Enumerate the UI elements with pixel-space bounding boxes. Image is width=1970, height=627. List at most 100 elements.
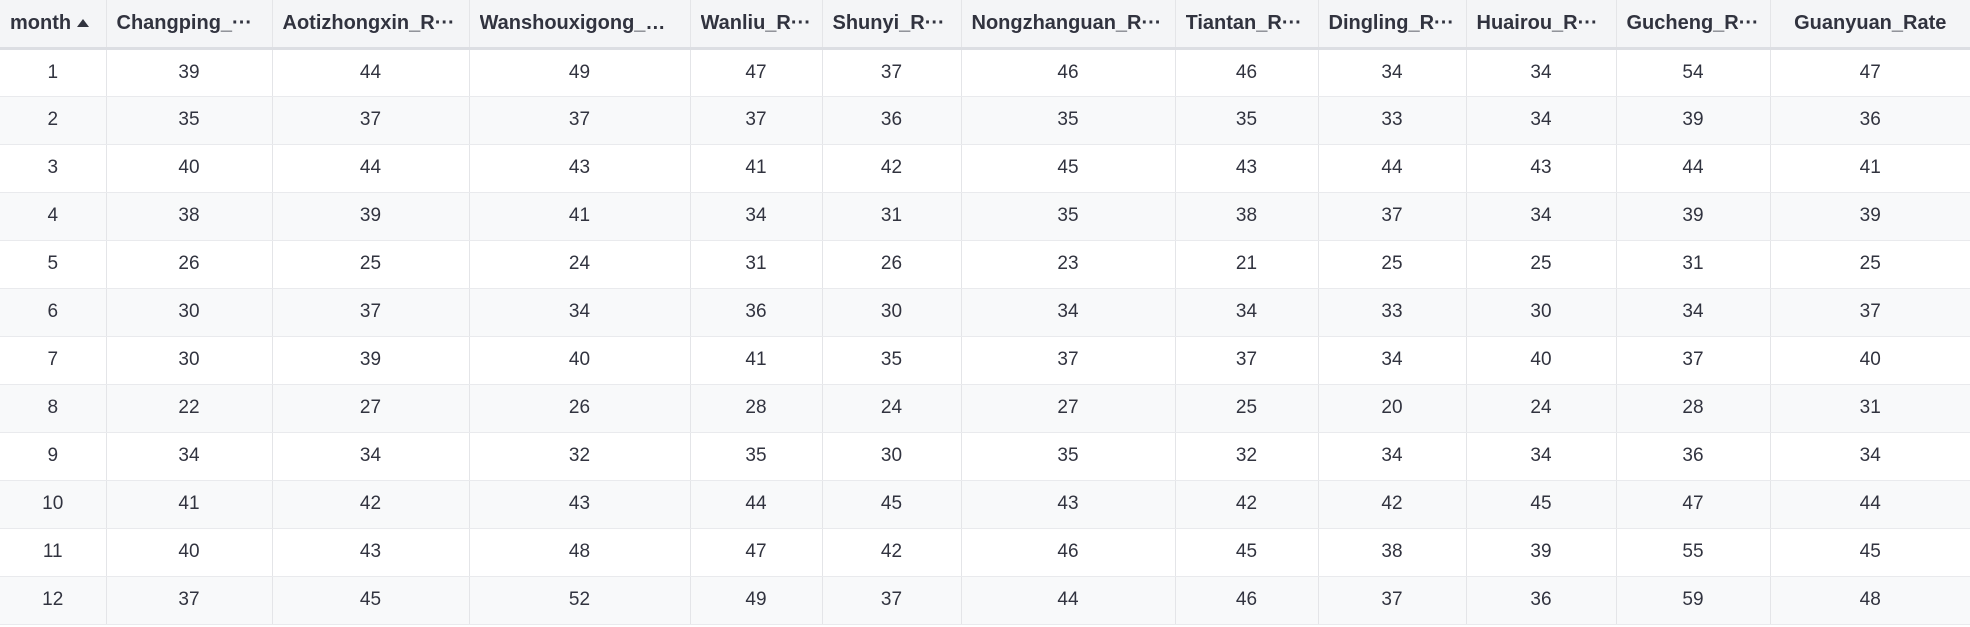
table-row[interactable]: 12 37 45 52 49 37 44 46 37 36 59 48 — [0, 576, 1970, 625]
table-cell[interactable]: 38 — [106, 192, 273, 241]
table-cell[interactable]: 41 — [690, 144, 823, 193]
table-cell[interactable]: 25 — [1770, 240, 1970, 289]
table-cell[interactable]: 46 — [961, 48, 1176, 97]
column-header-10[interactable]: Gucheng_R··· — [1616, 0, 1771, 50]
table-cell[interactable]: 48 — [1770, 576, 1970, 625]
table-cell[interactable]: 37 — [1318, 576, 1467, 625]
column-header-9[interactable]: Huairou_R··· — [1466, 0, 1617, 50]
table-cell[interactable]: 34 — [1318, 336, 1467, 385]
table-cell[interactable]: 34 — [1770, 432, 1970, 481]
table-cell[interactable]: 4 — [0, 192, 107, 241]
table-cell[interactable]: 43 — [1175, 144, 1319, 193]
table-cell[interactable]: 30 — [106, 288, 273, 337]
table-cell[interactable]: 54 — [1616, 48, 1771, 97]
table-cell[interactable]: 37 — [822, 576, 962, 625]
table-row[interactable]: 3 40 44 43 41 42 45 43 44 43 44 41 — [0, 144, 1970, 193]
table-cell[interactable]: 34 — [1616, 288, 1771, 337]
table-cell[interactable]: 44 — [272, 48, 470, 97]
column-header-7[interactable]: Tiantan_R··· — [1175, 0, 1319, 50]
table-cell[interactable]: 34 — [1466, 432, 1617, 481]
table-cell[interactable]: 34 — [1175, 288, 1319, 337]
table-cell[interactable]: 43 — [1466, 144, 1617, 193]
table-row[interactable]: 6 30 37 34 36 30 34 34 33 30 34 37 — [0, 288, 1970, 337]
table-cell[interactable]: 34 — [1466, 48, 1617, 97]
table-cell[interactable]: 40 — [106, 528, 273, 577]
table-cell[interactable]: 31 — [1616, 240, 1771, 289]
table-cell[interactable]: 45 — [822, 480, 962, 529]
table-cell[interactable]: 42 — [1318, 480, 1467, 529]
table-cell[interactable]: 44 — [1616, 144, 1771, 193]
column-header-month[interactable]: month — [0, 0, 107, 50]
table-cell[interactable]: 37 — [1616, 336, 1771, 385]
table-cell[interactable]: 44 — [690, 480, 823, 529]
table-cell[interactable]: 34 — [1318, 48, 1467, 97]
table-cell[interactable]: 37 — [1318, 192, 1467, 241]
table-cell[interactable]: 25 — [1318, 240, 1467, 289]
table-row[interactable]: 5 26 25 24 31 26 23 21 25 25 31 25 — [0, 240, 1970, 289]
table-cell[interactable]: 26 — [106, 240, 273, 289]
table-cell[interactable]: 6 — [0, 288, 107, 337]
table-cell[interactable]: 39 — [106, 48, 273, 97]
table-cell[interactable]: 11 — [0, 528, 107, 577]
table-cell[interactable]: 35 — [961, 432, 1176, 481]
table-cell[interactable]: 44 — [1318, 144, 1467, 193]
table-cell[interactable]: 37 — [690, 96, 823, 145]
table-cell[interactable]: 44 — [1770, 480, 1970, 529]
table-row[interactable]: 10 41 42 43 44 45 43 42 42 45 47 44 — [0, 480, 1970, 529]
table-row[interactable]: 7 30 39 40 41 35 37 37 34 40 37 40 — [0, 336, 1970, 385]
table-cell[interactable]: 20 — [1318, 384, 1467, 433]
table-cell[interactable]: 34 — [106, 432, 273, 481]
table-row[interactable]: 1 39 44 49 47 37 46 46 34 34 54 47 — [0, 48, 1970, 97]
table-cell[interactable]: 37 — [822, 48, 962, 97]
table-cell[interactable]: 27 — [961, 384, 1176, 433]
table-cell[interactable]: 59 — [1616, 576, 1771, 625]
table-cell[interactable]: 36 — [822, 96, 962, 145]
table-cell[interactable]: 44 — [961, 576, 1176, 625]
table-cell[interactable]: 47 — [1770, 48, 1970, 97]
table-cell[interactable]: 7 — [0, 336, 107, 385]
sort-ascending-icon[interactable] — [77, 19, 90, 28]
table-cell[interactable]: 42 — [1175, 480, 1319, 529]
table-cell[interactable]: 39 — [1770, 192, 1970, 241]
table-cell[interactable]: 25 — [1175, 384, 1319, 433]
table-cell[interactable]: 42 — [822, 528, 962, 577]
table-cell[interactable]: 34 — [690, 192, 823, 241]
table-cell[interactable]: 45 — [1175, 528, 1319, 577]
table-cell[interactable]: 28 — [1616, 384, 1771, 433]
table-cell[interactable]: 45 — [961, 144, 1176, 193]
table-cell[interactable]: 5 — [0, 240, 107, 289]
table-cell[interactable]: 44 — [272, 144, 470, 193]
table-cell[interactable]: 40 — [1466, 336, 1617, 385]
table-cell[interactable]: 36 — [1770, 96, 1970, 145]
table-cell[interactable]: 36 — [1616, 432, 1771, 481]
table-cell[interactable]: 12 — [0, 576, 107, 625]
table-cell[interactable]: 49 — [690, 576, 823, 625]
table-cell[interactable]: 9 — [0, 432, 107, 481]
table-cell[interactable]: 42 — [822, 144, 962, 193]
table-cell[interactable]: 52 — [469, 576, 691, 625]
table-cell[interactable]: 40 — [469, 336, 691, 385]
table-cell[interactable]: 43 — [469, 144, 691, 193]
table-cell[interactable]: 39 — [272, 336, 470, 385]
table-cell[interactable]: 33 — [1318, 288, 1467, 337]
table-row[interactable]: 2 35 37 37 37 36 35 35 33 34 39 36 — [0, 96, 1970, 145]
table-cell[interactable]: 41 — [1770, 144, 1970, 193]
table-cell[interactable]: 25 — [272, 240, 470, 289]
column-header-3[interactable]: Wanshouxigong_R··· — [469, 0, 691, 50]
table-row[interactable]: 8 22 27 26 28 24 27 25 20 24 28 31 — [0, 384, 1970, 433]
table-cell[interactable]: 40 — [1770, 336, 1970, 385]
table-cell[interactable]: 37 — [961, 336, 1176, 385]
table-cell[interactable]: 49 — [469, 48, 691, 97]
table-cell[interactable]: 10 — [0, 480, 107, 529]
column-header-6[interactable]: Nongzhanguan_R··· — [961, 0, 1176, 50]
table-cell[interactable]: 46 — [1175, 576, 1319, 625]
table-cell[interactable]: 34 — [1466, 96, 1617, 145]
table-cell[interactable]: 23 — [961, 240, 1176, 289]
table-cell[interactable]: 46 — [1175, 48, 1319, 97]
table-cell[interactable]: 39 — [1466, 528, 1617, 577]
table-cell[interactable]: 24 — [822, 384, 962, 433]
table-cell[interactable]: 34 — [469, 288, 691, 337]
table-cell[interactable]: 33 — [1318, 96, 1467, 145]
table-cell[interactable]: 48 — [469, 528, 691, 577]
table-cell[interactable]: 27 — [272, 384, 470, 433]
